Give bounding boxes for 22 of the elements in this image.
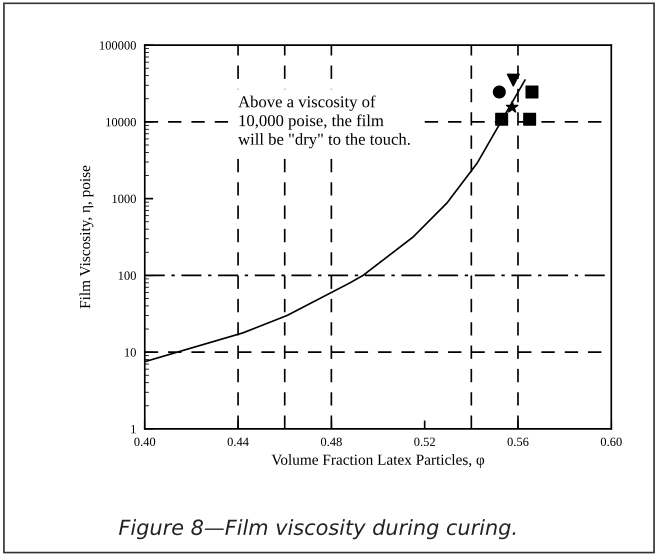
x-tick-label: 0.56 — [508, 438, 529, 446]
point — [506, 74, 520, 87]
y-tick-label: 100000 — [100, 41, 136, 50]
y-tick-label: 100 — [118, 271, 136, 280]
x-tick-label: 0.48 — [320, 438, 342, 446]
point — [523, 112, 536, 126]
y-tick-label: 10000 — [106, 118, 136, 126]
x-tick-label: 0.52 — [414, 438, 435, 446]
x-tick-label: 0.40 — [134, 438, 156, 446]
x-tick-label: 0.60 — [600, 438, 622, 446]
y-tick-label: 1000 — [112, 194, 136, 204]
annotation: Above a viscosity of 10,000 poise, the film will be "dry" to the touch. — [238, 95, 410, 148]
caption: Figure 8—Film viscosity during curing. — [119, 519, 516, 540]
point — [492, 85, 506, 99]
point — [525, 85, 538, 99]
y-axis-title: Film Viscosity, η, poise — [79, 166, 94, 308]
y-tick-label: 10 — [125, 348, 136, 357]
point — [495, 112, 508, 126]
point — [506, 100, 518, 113]
x-axis-title: Volume Fraction Latex Particles, φ — [271, 454, 484, 468]
y-tick-label: 1 — [131, 424, 136, 434]
x-tick-label: 0.44 — [228, 438, 249, 446]
